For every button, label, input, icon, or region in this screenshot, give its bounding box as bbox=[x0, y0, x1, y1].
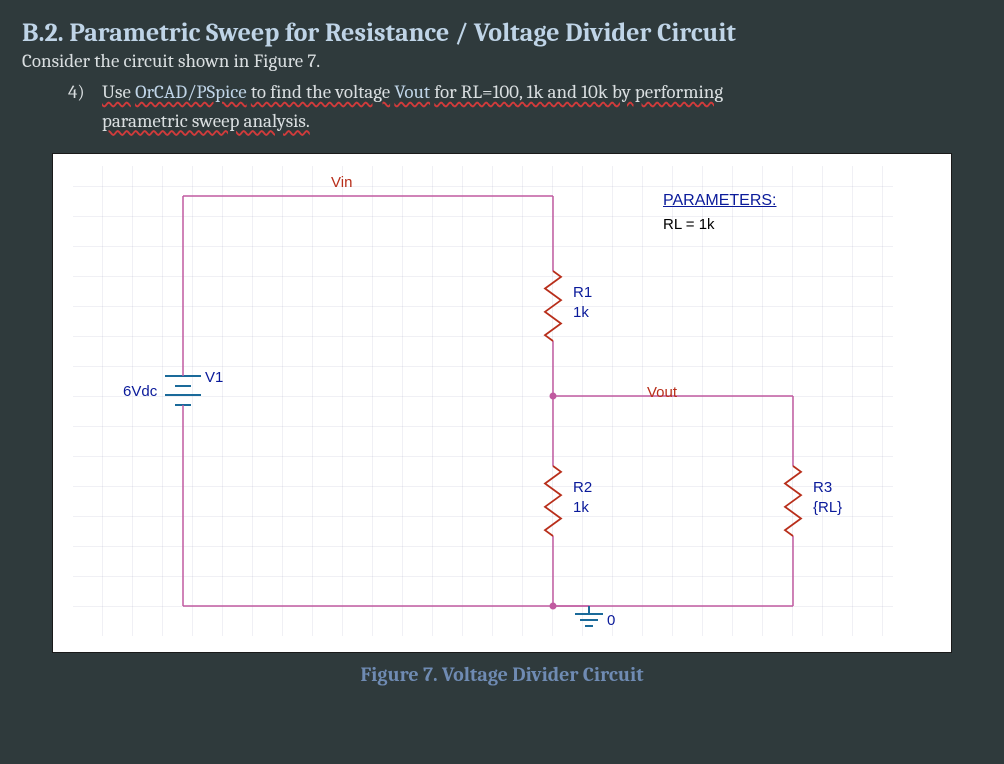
word: to find the voltage bbox=[251, 81, 390, 103]
schematic-label: 1k bbox=[573, 499, 589, 516]
word-orcad: OrCAD/PSpice bbox=[135, 81, 247, 103]
schematic-svg bbox=[73, 166, 893, 636]
schematic-label: Vout bbox=[647, 384, 677, 401]
word: Use bbox=[102, 81, 131, 103]
schematic-label: RL = 1k bbox=[663, 216, 715, 233]
word: for RL=100, 1k and 10k by performing bbox=[434, 81, 723, 103]
schematic-label: 0 bbox=[607, 612, 615, 629]
schematic-canvas: R1 1k R2 1k R3 {RL} V1 6Vdc Vin Vout 0 PARAMETERS: R… bbox=[73, 166, 893, 636]
intro-text: Consider the circuit shown in Figure 7. bbox=[22, 50, 982, 72]
list-item: 4) Use OrCAD/PSpice to find the voltage … bbox=[22, 78, 982, 135]
list-number: 4) bbox=[68, 78, 102, 107]
schematic-label: PARAMETERS: bbox=[663, 192, 777, 210]
word-parametric: parametric sweep analysis. bbox=[102, 110, 310, 132]
section-title: B.2. Parametric Sweep for Resistance / V… bbox=[22, 18, 982, 48]
list-body: Use OrCAD/PSpice to find the voltage Vou… bbox=[102, 78, 982, 135]
schematic-label: 1k bbox=[573, 304, 589, 321]
schematic-label: R1 bbox=[573, 284, 592, 301]
figure: R1 1k R2 1k R3 {RL} V1 6Vdc Vin Vout 0 PARAMETERS: R… bbox=[52, 153, 952, 686]
schematic-label: R2 bbox=[573, 479, 592, 496]
word-vout: Vout bbox=[394, 81, 430, 103]
schematic-label: 6Vdc bbox=[123, 383, 157, 400]
schematic-label: V1 bbox=[205, 369, 223, 386]
schematic-label: {RL} bbox=[813, 499, 842, 516]
schematic-label: Vin bbox=[331, 174, 352, 191]
figure-caption: Figure 7. Voltage Divider Circuit bbox=[52, 663, 952, 686]
figure-frame: R1 1k R2 1k R3 {RL} V1 6Vdc Vin Vout 0 PARAMETERS: R… bbox=[52, 153, 952, 653]
schematic-label: R3 bbox=[813, 479, 832, 496]
